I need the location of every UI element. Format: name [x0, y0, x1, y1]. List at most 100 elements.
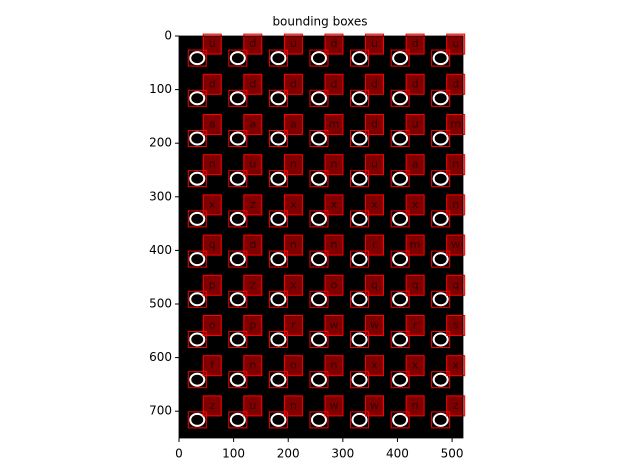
box-label: n	[452, 198, 459, 211]
glyph-box	[228, 89, 248, 107]
glyph-box	[228, 250, 248, 268]
glyph-box	[431, 170, 451, 188]
label-box	[243, 395, 263, 417]
label-box	[405, 274, 425, 296]
glyph-box	[431, 89, 451, 107]
glyph-box	[309, 330, 329, 348]
label-box	[324, 314, 344, 336]
label-box	[365, 234, 385, 256]
label-box	[243, 33, 263, 55]
glyph-box	[309, 89, 329, 107]
glyph	[270, 51, 287, 66]
glyph	[392, 252, 409, 267]
glyph	[310, 372, 327, 387]
label-box	[324, 234, 344, 256]
label-box	[365, 395, 385, 417]
glyph	[432, 372, 449, 387]
glyph-box	[187, 330, 207, 348]
glyph	[392, 131, 409, 146]
glyph	[189, 372, 206, 387]
label-box	[202, 395, 222, 417]
glyph	[392, 211, 409, 226]
label-box	[405, 113, 425, 135]
glyph-box	[431, 411, 451, 429]
label-box	[405, 194, 425, 216]
label-box	[202, 314, 222, 336]
y-tick-label: 600	[149, 350, 172, 364]
label-box	[202, 274, 222, 296]
glyph	[432, 91, 449, 106]
glyph-box	[309, 411, 329, 429]
label-box	[324, 194, 344, 216]
label-box	[405, 73, 425, 95]
label-box	[365, 355, 385, 377]
y-tick-label: 400	[149, 243, 172, 257]
glyph	[310, 252, 327, 267]
box-label: q	[371, 278, 378, 291]
label-box	[324, 395, 344, 417]
glyph-box	[187, 170, 207, 188]
glyph	[270, 91, 287, 106]
box-label: x	[452, 359, 459, 372]
label-box	[405, 355, 425, 377]
glyph	[392, 292, 409, 307]
box-label: x	[290, 278, 297, 291]
glyph-box	[350, 210, 370, 228]
glyph	[310, 51, 327, 66]
box-label: a	[290, 117, 297, 130]
box-label: n	[452, 158, 459, 171]
label-box	[243, 314, 263, 336]
glyph-box	[390, 411, 410, 429]
glyph-box	[350, 170, 370, 188]
label-box	[405, 154, 425, 176]
box-label: r	[372, 238, 377, 251]
glyph-box	[309, 170, 329, 188]
glyph	[229, 91, 246, 106]
box-label: n	[290, 238, 297, 251]
glyph	[270, 211, 287, 226]
box-label: w	[451, 238, 460, 251]
box-label: n	[330, 238, 337, 251]
label-box	[202, 113, 222, 135]
glyph-box	[350, 371, 370, 389]
glyph-box	[309, 371, 329, 389]
glyph-box	[350, 89, 370, 107]
box-label: q	[209, 238, 216, 251]
glyph-box	[309, 290, 329, 308]
box-label: q	[412, 278, 419, 291]
glyph-box	[268, 210, 288, 228]
glyph-box	[309, 210, 329, 228]
label-box	[283, 274, 303, 296]
label-box	[365, 73, 385, 95]
label-box	[243, 73, 263, 95]
label-box	[446, 194, 466, 216]
glyph-box	[268, 250, 288, 268]
glyph-box	[228, 411, 248, 429]
glyph	[310, 211, 327, 226]
box-label: a	[249, 117, 256, 130]
glyph-box	[390, 371, 410, 389]
label-box	[283, 194, 303, 216]
box-label: a	[412, 158, 419, 171]
label-box	[446, 73, 466, 95]
box-label: x	[331, 198, 338, 211]
glyph	[351, 91, 368, 106]
y-tick-label: 700	[149, 404, 172, 418]
box-label: d	[330, 77, 337, 90]
glyph-box	[228, 210, 248, 228]
glyph-box	[390, 330, 410, 348]
label-box	[324, 355, 344, 377]
glyph-box	[268, 290, 288, 308]
glyph	[432, 51, 449, 66]
label-box	[365, 33, 385, 55]
glyph	[229, 372, 246, 387]
glyph	[351, 372, 368, 387]
glyph-box	[228, 49, 248, 67]
glyph	[270, 252, 287, 267]
glyph-box	[268, 371, 288, 389]
box-label: o	[290, 359, 297, 372]
box-label: q	[452, 278, 459, 291]
box-label: d	[290, 77, 297, 90]
box-label: d	[249, 37, 256, 50]
